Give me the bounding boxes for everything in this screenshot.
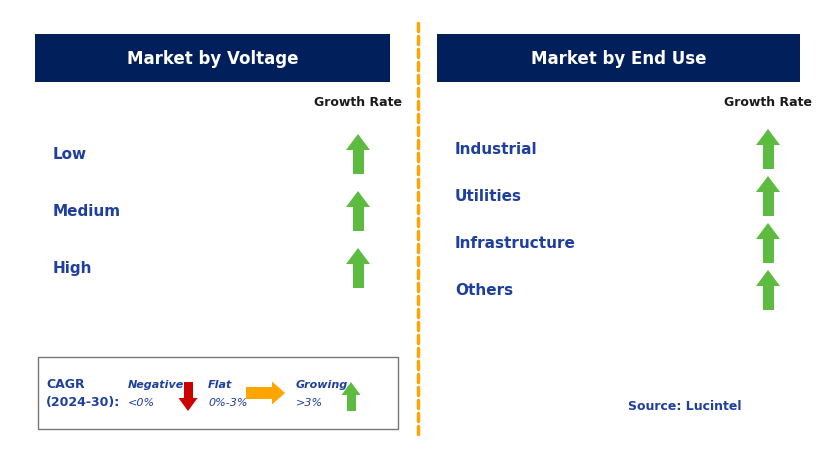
Text: Market by Voltage: Market by Voltage: [127, 50, 298, 68]
Text: Growth Rate: Growth Rate: [723, 96, 811, 109]
Polygon shape: [341, 382, 360, 395]
Polygon shape: [762, 146, 773, 170]
Text: Negative: Negative: [128, 379, 184, 389]
Text: High: High: [53, 261, 93, 276]
Text: Others: Others: [455, 283, 513, 298]
Polygon shape: [246, 387, 272, 399]
Text: 0%-3%: 0%-3%: [208, 397, 248, 407]
Polygon shape: [762, 286, 773, 310]
FancyBboxPatch shape: [38, 357, 397, 429]
Polygon shape: [346, 395, 355, 411]
Polygon shape: [345, 134, 369, 151]
Text: Industrial: Industrial: [455, 142, 537, 157]
Text: Utilities: Utilities: [455, 189, 522, 204]
FancyBboxPatch shape: [436, 35, 799, 83]
Text: CAGR: CAGR: [46, 378, 84, 391]
Polygon shape: [272, 382, 285, 405]
Polygon shape: [183, 382, 192, 398]
Text: Flat: Flat: [208, 379, 232, 389]
Text: <0%: <0%: [128, 397, 155, 407]
Text: Infrastructure: Infrastructure: [455, 236, 575, 251]
Polygon shape: [345, 191, 369, 207]
Text: Source: Lucintel: Source: Lucintel: [628, 400, 740, 413]
Polygon shape: [352, 151, 363, 174]
Polygon shape: [178, 398, 197, 411]
Polygon shape: [755, 270, 779, 286]
Polygon shape: [762, 193, 773, 217]
Polygon shape: [352, 264, 363, 288]
Polygon shape: [762, 240, 773, 263]
Text: Low: Low: [53, 147, 87, 162]
Polygon shape: [352, 207, 363, 231]
Polygon shape: [755, 130, 779, 146]
Text: (2024-30):: (2024-30):: [46, 396, 120, 409]
Polygon shape: [755, 224, 779, 240]
FancyBboxPatch shape: [35, 35, 389, 83]
Text: Market by End Use: Market by End Use: [530, 50, 705, 68]
Text: Growing: Growing: [296, 379, 348, 389]
Text: >3%: >3%: [296, 397, 323, 407]
Polygon shape: [755, 177, 779, 193]
Text: Medium: Medium: [53, 204, 121, 219]
Polygon shape: [345, 248, 369, 264]
Text: Growth Rate: Growth Rate: [314, 96, 402, 109]
